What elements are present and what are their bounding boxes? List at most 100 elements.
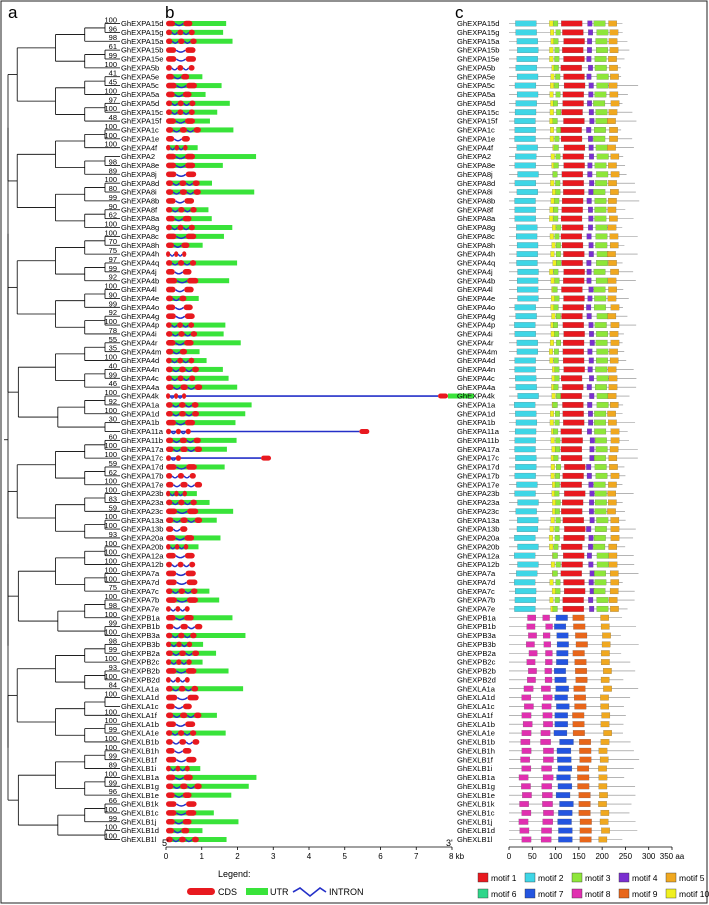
bootstrap-value: 100 — [104, 140, 117, 149]
motif-block — [549, 357, 554, 364]
cds-segment — [194, 446, 203, 453]
cds-segment — [166, 526, 174, 532]
cds-segment — [166, 570, 177, 577]
gene-label-c: GhEXPA4g — [457, 312, 495, 321]
gene-label-c: GhEXPA8i — [457, 188, 493, 197]
bootstrap-value: 99 — [109, 299, 117, 308]
bootstrap-value: 100 — [104, 441, 117, 450]
motif-block — [586, 56, 592, 62]
motif-block — [586, 260, 592, 266]
intron-segment — [185, 404, 193, 408]
motif-block — [594, 295, 607, 302]
intron-segment — [171, 635, 179, 639]
motif-block — [608, 481, 617, 488]
bootstrap-value: 100 — [104, 654, 117, 663]
motif-block — [609, 29, 619, 36]
cds-segment — [180, 517, 188, 523]
motif-block — [561, 206, 583, 213]
cds-segment — [166, 836, 173, 843]
gene-label-c: GhEXPA8b — [457, 196, 495, 205]
cds-segment — [166, 242, 175, 249]
motif-block — [608, 20, 617, 27]
bootstrap-value: 100 — [104, 823, 117, 832]
motif-block — [594, 579, 607, 586]
motif-block — [595, 384, 607, 391]
gene-label-b: GhEXPA20a — [121, 534, 164, 543]
gene-label-b: GhEXPA23c — [121, 507, 163, 516]
motif-block — [552, 605, 558, 612]
bootstrap-value: 90 — [109, 290, 117, 299]
intron-segment — [171, 102, 179, 107]
motif-block — [514, 472, 536, 479]
motif-block — [563, 56, 585, 62]
cds-segment — [184, 614, 194, 621]
gene-label-c: GhEXPA1c — [457, 126, 495, 135]
cds-segment — [166, 446, 174, 453]
motif-block — [610, 428, 620, 435]
intron-segment — [174, 271, 184, 275]
motif-block — [560, 446, 582, 453]
cds-segment — [178, 685, 186, 692]
cds-segment — [166, 490, 171, 497]
gene-label-c: GhEXLB1j — [457, 817, 493, 826]
motif-block — [540, 730, 551, 736]
motif-block — [542, 712, 553, 719]
axis-tick-label-b: 5 — [343, 852, 348, 861]
gene-label-b: GhEXPA2 — [121, 152, 155, 161]
motif-block — [586, 73, 592, 80]
cds-segment — [177, 65, 184, 71]
axis-tick-label-c: 150 — [572, 852, 586, 861]
cds-segment — [166, 348, 174, 355]
motif-block — [608, 82, 618, 89]
motif-block — [561, 260, 583, 266]
gene-structure-panel: GhEXPA15dGhEXPA15gGhEXPA15aGhEXPA15bGhEX… — [121, 19, 474, 844]
intron-segment — [185, 839, 193, 843]
cds-segment — [166, 703, 175, 710]
gene-label-c: GhEXPA4a — [457, 383, 496, 392]
motif-block — [596, 517, 609, 524]
gene-label-b: GhEXPA13b — [121, 525, 164, 534]
axis-tick-label-b: 6 — [378, 852, 383, 861]
motif-block — [588, 144, 594, 151]
motif-block — [610, 339, 620, 346]
cds-segment — [166, 118, 176, 124]
gene-label-b: GhEXPA15d — [121, 19, 164, 28]
motif-block — [515, 375, 537, 382]
cds-segment — [166, 481, 174, 488]
motif-block — [556, 703, 570, 710]
motif-block — [543, 756, 554, 763]
motif-block — [516, 189, 538, 195]
cds-segment — [185, 233, 197, 240]
utr-segment — [168, 100, 230, 106]
motif-block — [600, 614, 609, 621]
intron-segment — [176, 759, 187, 763]
motif-block — [564, 526, 586, 532]
motif-block — [589, 339, 595, 346]
motif-block — [562, 180, 584, 187]
intron-segment — [176, 85, 187, 89]
bootstrap-value: 78 — [109, 326, 117, 335]
motif-block — [603, 685, 612, 692]
motif-block — [517, 561, 539, 568]
motif-block — [564, 490, 586, 497]
motif-block — [578, 809, 591, 816]
intron-segment — [178, 493, 184, 497]
motif-block — [595, 144, 608, 151]
intron-segment — [176, 466, 187, 470]
motif-block — [595, 366, 608, 373]
motif-block — [550, 561, 555, 568]
gene-label-b: GhEXPA4l — [121, 285, 157, 294]
cds-segment — [166, 402, 173, 408]
intron-segment — [175, 289, 185, 293]
motif-block — [575, 676, 588, 683]
motif-block — [589, 331, 594, 337]
motif-block — [552, 260, 557, 266]
motif-block — [598, 774, 608, 781]
cds-segment — [183, 20, 193, 27]
motif-block — [514, 597, 536, 603]
motif-block — [599, 792, 608, 799]
motif-block — [548, 535, 553, 541]
motif-block — [556, 659, 569, 666]
intron-segment — [173, 626, 181, 630]
cds-segment — [179, 348, 188, 355]
